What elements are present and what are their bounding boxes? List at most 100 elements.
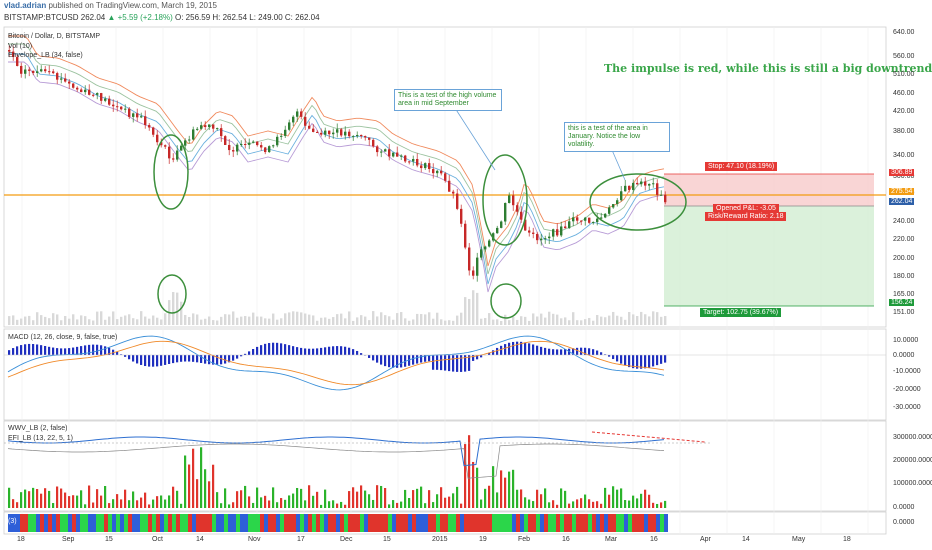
macd-histogram-bar — [72, 347, 75, 355]
candle-body — [84, 89, 87, 93]
macd-histogram-bar — [604, 354, 607, 355]
strip-cell — [148, 514, 152, 532]
wwv-bar — [120, 499, 123, 508]
candle-body — [640, 181, 643, 185]
wwv-pane-title[interactable]: WWV_LB (2, false) — [8, 425, 68, 432]
strip-cell — [260, 514, 264, 532]
strip-cell — [508, 514, 512, 532]
volume-bar — [484, 318, 487, 325]
macd-histogram-bar — [648, 355, 651, 368]
candle-body — [540, 238, 543, 241]
candle-body — [172, 158, 175, 160]
author-link[interactable]: vlad.adrian — [4, 1, 47, 10]
candle-body — [576, 217, 579, 221]
vol-indicator-label[interactable]: Vol (10) — [8, 43, 33, 50]
candle-body — [76, 87, 79, 90]
strip-cell — [96, 514, 100, 532]
candle-body — [548, 236, 551, 239]
strip-cell — [492, 514, 496, 532]
volume-bar — [72, 314, 75, 325]
wwv-bar — [204, 469, 207, 508]
volume-bar — [560, 318, 563, 325]
wwv-bar — [540, 494, 543, 508]
wwv-bar — [564, 490, 567, 508]
strip-cell — [284, 514, 288, 532]
strip-cell — [164, 514, 168, 532]
wwv-bar — [500, 470, 503, 508]
macd-pane-title[interactable]: MACD (12, 26, close, 9, false, true) — [8, 334, 118, 341]
wwv-bar — [220, 503, 223, 508]
candle-body — [92, 94, 95, 96]
candle-body — [116, 106, 119, 108]
candle-body — [452, 191, 455, 194]
volume-bar — [172, 292, 175, 325]
macd-histogram-bar — [620, 355, 623, 364]
candle-body — [416, 158, 419, 166]
wwv-bar — [8, 487, 11, 508]
macd-histogram-bar — [220, 355, 223, 365]
strip-cell — [472, 514, 476, 532]
strip-cell — [536, 514, 540, 532]
macd-histogram-bar — [128, 355, 131, 360]
strip-cell — [424, 514, 428, 532]
strip-cell — [316, 514, 320, 532]
wwv-bar — [100, 495, 103, 508]
volume-bar — [252, 312, 255, 325]
candle-body — [476, 257, 479, 276]
macd-histogram-bar — [588, 348, 591, 355]
wwv-bar — [148, 504, 151, 508]
strip-cell — [100, 514, 104, 532]
wwv-bar — [300, 488, 303, 508]
efi-pane-title[interactable]: EFI_LB (13, 22, 5, 1) — [8, 435, 73, 442]
wwv-bar — [200, 447, 203, 508]
candle-body — [284, 129, 287, 136]
macd-histogram-bar — [380, 355, 383, 365]
candle-body — [24, 69, 27, 74]
strip-cell — [384, 514, 388, 532]
wwv-bar — [212, 464, 215, 508]
volume-bar — [336, 314, 339, 325]
volume-bar — [264, 318, 267, 325]
macd-histogram-bar — [96, 344, 99, 355]
wwv-bar — [372, 499, 375, 508]
time-tick-label: Mar — [605, 536, 618, 543]
volume-bar — [416, 313, 419, 325]
candle-body — [120, 106, 123, 110]
volume-bar — [396, 313, 399, 325]
volume-bar — [212, 320, 215, 325]
macd-histogram-bar — [612, 355, 615, 360]
wwv-bar — [284, 499, 287, 508]
volume-bar — [504, 314, 507, 325]
symbol-name[interactable]: BITSTAMP:BTCUSD — [4, 13, 79, 22]
volume-bar — [540, 313, 543, 325]
candle-body — [40, 69, 43, 72]
macd-histogram-bar — [624, 355, 627, 366]
strip-cell — [224, 514, 228, 532]
price-tick-label: 640.00 — [893, 29, 915, 36]
macd-histogram-bar — [160, 355, 163, 366]
strip-cell — [312, 514, 316, 532]
strip-cell — [216, 514, 220, 532]
wwv-bar — [616, 489, 619, 508]
candle-body — [612, 204, 615, 208]
price-tick-label: 420.00 — [893, 108, 915, 115]
january-test-text: this is a test of the area in January. N… — [568, 125, 648, 148]
volume-bar — [664, 316, 667, 325]
volume-bar — [520, 316, 523, 325]
candle-body — [444, 173, 447, 181]
wwv-bar — [172, 486, 175, 508]
volume-bar — [288, 312, 291, 325]
volume-bar — [640, 311, 643, 325]
wwv-bar — [496, 492, 499, 508]
macd-histogram-bar — [420, 355, 423, 363]
candle-body — [212, 124, 215, 129]
envelope-indicator-label[interactable]: Envelope_LB (34, false) — [8, 52, 83, 59]
strip-cell — [652, 514, 656, 532]
candle-body — [312, 128, 315, 132]
wwv-bar — [128, 500, 131, 508]
volume-bar — [224, 314, 227, 325]
wwv-bar — [164, 499, 167, 508]
strip-cell — [52, 514, 56, 532]
candle-body — [432, 169, 435, 174]
